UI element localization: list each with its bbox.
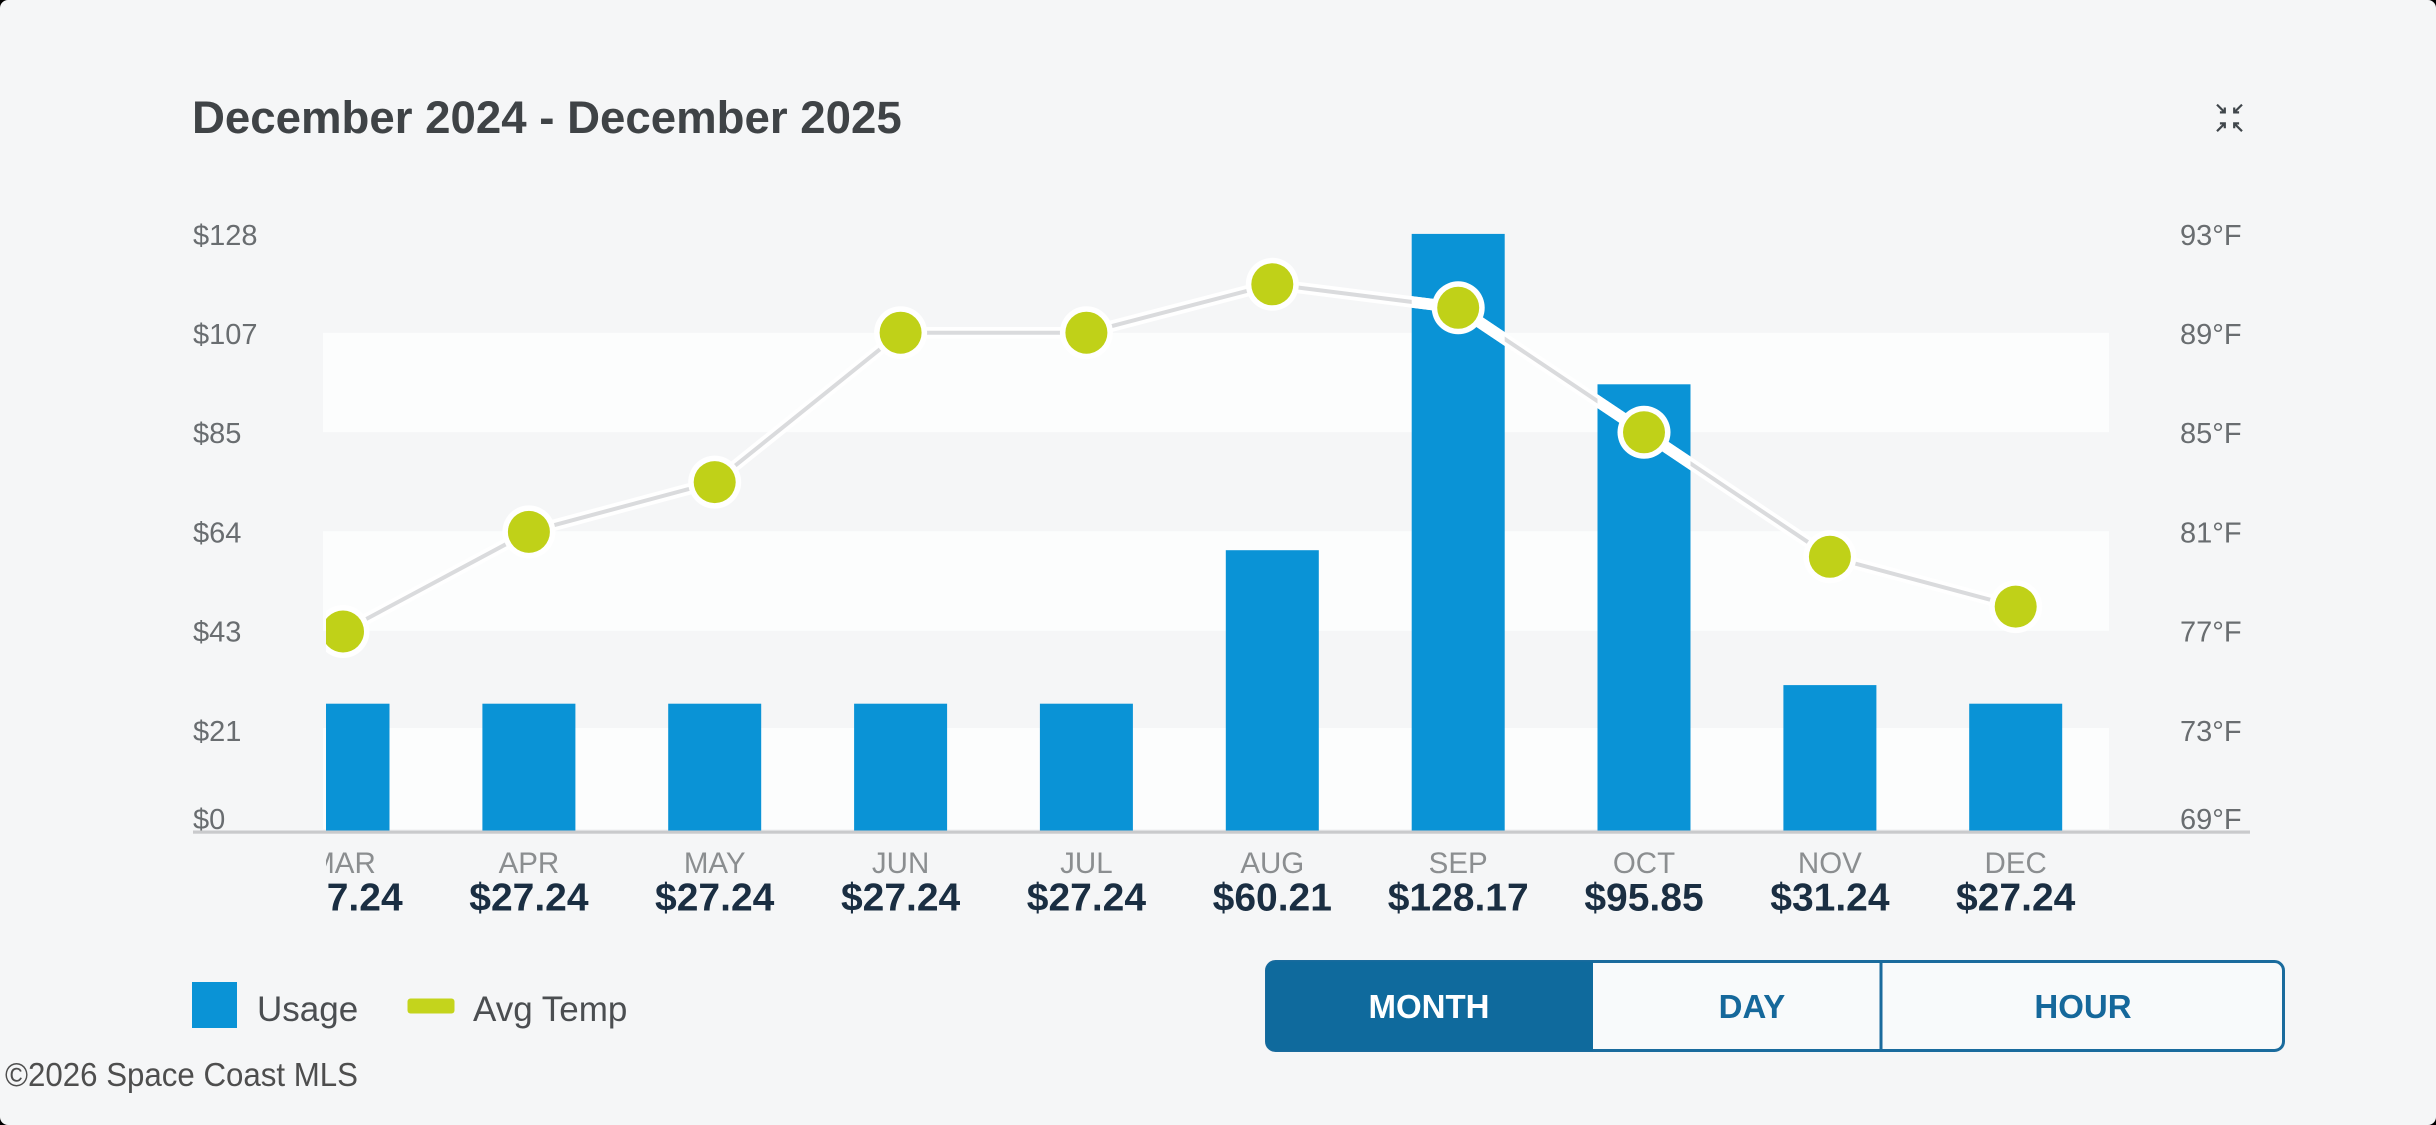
svg-text:JUL: JUL [1060,847,1112,880]
svg-text:Usage: Usage [257,990,358,1029]
svg-text:Avg Temp: Avg Temp [473,990,627,1029]
svg-text:$27.24: $27.24 [841,877,961,920]
svg-text:89°F: 89°F [2180,319,2242,351]
svg-text:December 2024 - December 2025: December 2024 - December 2025 [192,92,902,143]
svg-text:$27.24: $27.24 [655,877,775,920]
svg-text:93°F: 93°F [2180,220,2242,252]
svg-text:MAR: MAR [310,847,376,880]
svg-text:$31.24: $31.24 [1770,877,1890,920]
svg-text:©2026 Space Coast MLS: ©2026 Space Coast MLS [5,1056,358,1093]
svg-text:DAY: DAY [1719,988,1786,1025]
svg-text:HOUR: HOUR [2034,988,2131,1025]
svg-text:$27.24: $27.24 [1027,877,1147,920]
svg-text:$60.21: $60.21 [1213,877,1332,920]
svg-text:$128.17: $128.17 [1388,877,1529,920]
svg-text:77°F: 77°F [2180,616,2242,648]
svg-text:$21: $21 [193,716,241,748]
svg-text:AUG: AUG [1240,847,1304,880]
svg-text:APR: APR [499,847,560,880]
svg-text:JUN: JUN [872,847,929,880]
svg-text:$27.24: $27.24 [469,877,589,920]
svg-text:$27.24: $27.24 [1956,877,2076,920]
svg-text:MONTH: MONTH [1369,988,1490,1025]
svg-text:$107: $107 [193,319,258,351]
svg-text:$27.24: $27.24 [283,877,403,920]
svg-text:OCT: OCT [1613,847,1675,880]
svg-text:SEP: SEP [1429,847,1488,880]
svg-text:73°F: 73°F [2180,716,2242,748]
svg-text:$128: $128 [193,220,258,252]
svg-text:$43: $43 [193,616,241,648]
svg-text:81°F: 81°F [2180,517,2242,549]
svg-text:$95.85: $95.85 [1584,877,1703,920]
svg-text:NOV: NOV [1798,847,1862,880]
svg-text:85°F: 85°F [2180,418,2242,450]
svg-text:$64: $64 [193,517,241,549]
svg-text:MAY: MAY [684,847,746,880]
svg-text:$85: $85 [193,418,241,450]
svg-text:DEC: DEC [1985,847,2047,880]
